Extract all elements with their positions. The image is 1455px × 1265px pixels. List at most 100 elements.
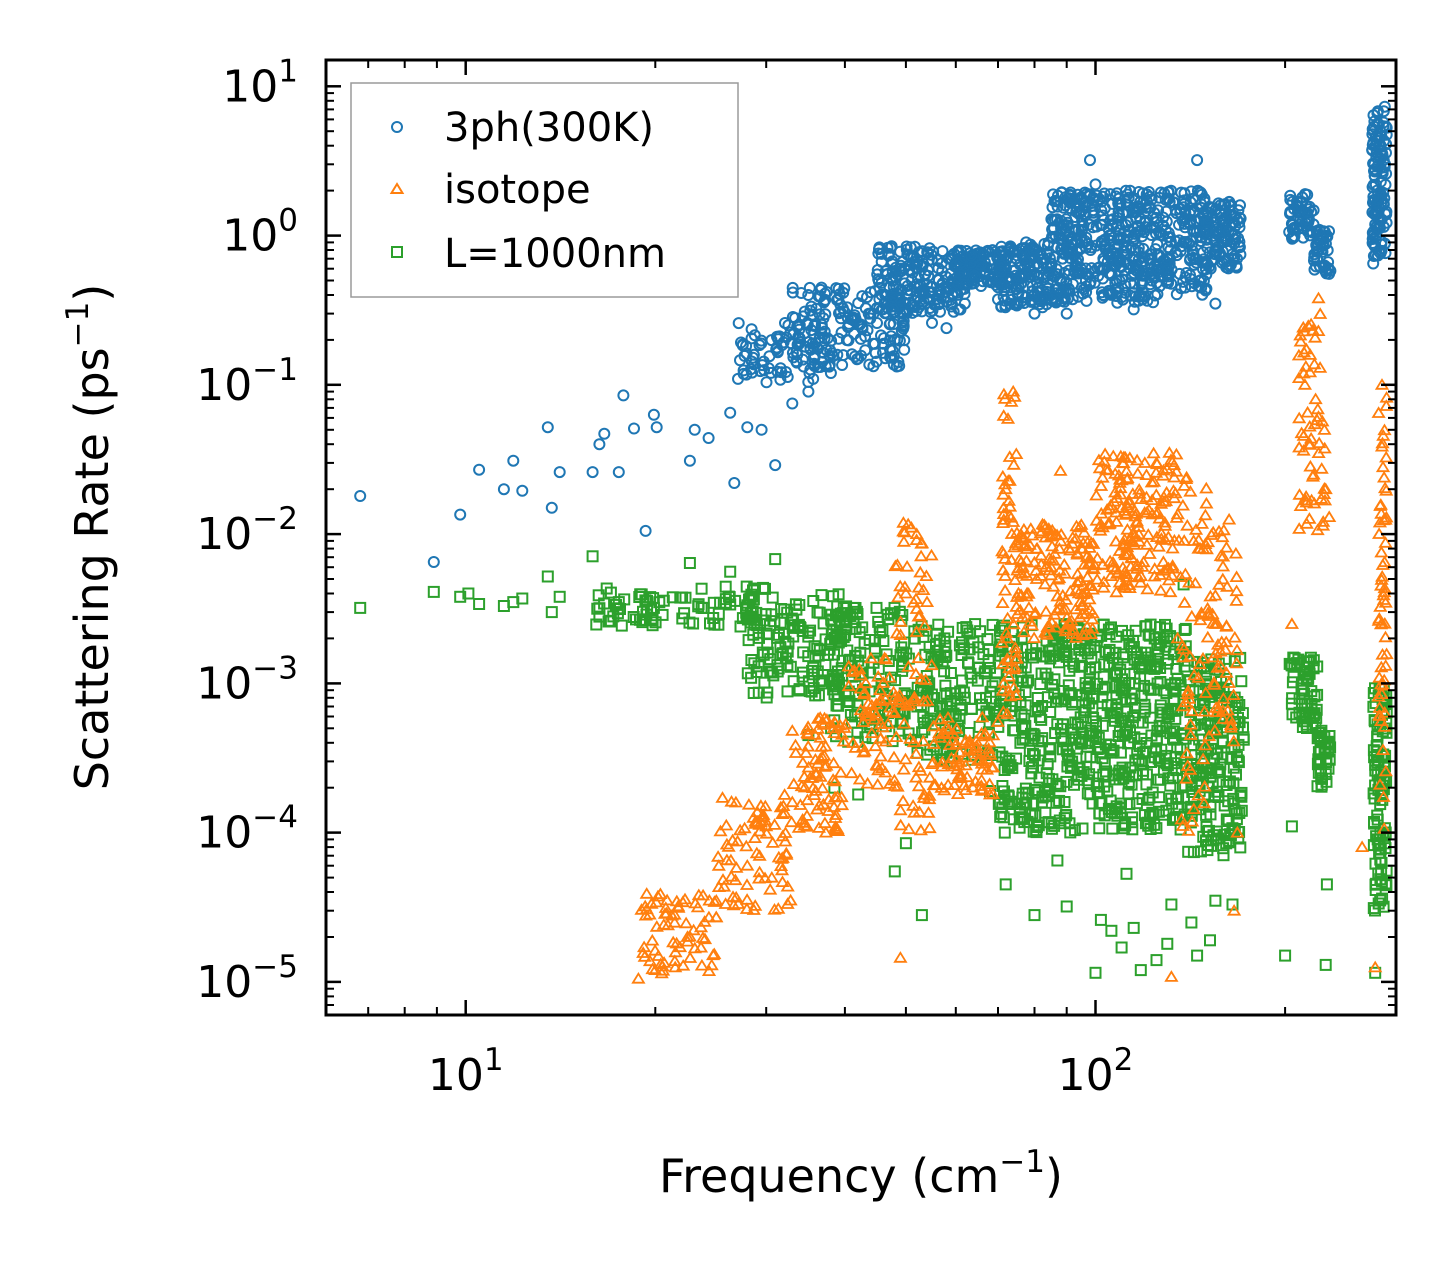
boundary-point xyxy=(1226,732,1239,745)
isotope-point xyxy=(906,694,922,707)
boundary-point xyxy=(1204,934,1216,947)
isotope-point xyxy=(1079,550,1094,562)
3ph-point xyxy=(1078,186,1091,199)
isotope-point xyxy=(1299,342,1314,355)
3ph-point xyxy=(1374,152,1387,165)
boundary-point xyxy=(1179,622,1192,635)
isotope-point xyxy=(1000,611,1015,624)
boundary-point xyxy=(683,557,696,569)
isotope-point xyxy=(1006,458,1021,470)
isotope-point xyxy=(1197,704,1212,717)
boundary-point xyxy=(1121,705,1134,718)
boundary-point xyxy=(1290,711,1303,724)
boundary-point xyxy=(1068,824,1081,837)
boundary-point xyxy=(809,689,822,702)
isotope-point xyxy=(1154,526,1169,539)
3ph-point xyxy=(852,352,865,365)
isotope-point xyxy=(1092,461,1107,474)
boundary-point xyxy=(1164,779,1177,792)
boundary-point xyxy=(832,636,845,649)
isotope-point xyxy=(1028,605,1043,618)
3ph-point xyxy=(774,373,787,386)
x-tick-label: 101 xyxy=(428,1042,504,1101)
3ph-point xyxy=(835,312,847,325)
boundary-point xyxy=(586,550,599,563)
isotope-point xyxy=(1185,814,1200,827)
isotope-point xyxy=(1301,437,1316,450)
isotope-point xyxy=(1000,652,1015,664)
isotope-point xyxy=(1216,523,1231,536)
isotope-point xyxy=(975,710,990,723)
isotope-point xyxy=(908,592,924,604)
boundary-point xyxy=(1044,742,1057,755)
isotope-point xyxy=(918,673,933,685)
3ph-point xyxy=(1311,236,1324,249)
isotope-point xyxy=(1119,567,1134,579)
isotope-point xyxy=(765,836,780,848)
boundary-point xyxy=(1015,708,1028,721)
isotope-point xyxy=(1191,671,1206,683)
boundary-point xyxy=(1370,877,1383,890)
isotope-point xyxy=(1229,643,1245,656)
3ph-point xyxy=(427,556,440,568)
legend-entry-boundary: L=1000nm xyxy=(391,231,666,277)
isotope-point xyxy=(1375,558,1390,570)
boundary-point xyxy=(986,680,999,693)
isotope-point xyxy=(1213,659,1228,672)
isotope-point xyxy=(795,812,810,825)
3ph-point xyxy=(1310,245,1323,258)
isotope-point xyxy=(1011,586,1026,599)
isotope-point xyxy=(1008,645,1023,658)
3ph-point xyxy=(1320,229,1333,242)
boundary-point xyxy=(1296,698,1309,710)
boundary-point xyxy=(793,684,806,697)
boundary-point xyxy=(802,626,815,639)
3ph-point xyxy=(545,501,558,514)
boundary-point xyxy=(635,588,648,601)
isotope-point xyxy=(867,712,882,725)
boundary-point xyxy=(1227,792,1240,805)
isotope-point xyxy=(893,951,908,963)
isotope-point xyxy=(1008,641,1023,653)
isotope-point xyxy=(739,902,755,914)
isotope-point xyxy=(1376,790,1391,802)
boundary-point xyxy=(806,664,819,677)
boundary-point xyxy=(1171,741,1184,754)
isotope-point xyxy=(995,563,1011,576)
isotope-point xyxy=(857,685,872,698)
3ph-point xyxy=(1185,214,1197,227)
boundary-point xyxy=(1178,624,1191,636)
isotope-point xyxy=(749,846,764,859)
isotope-point xyxy=(758,799,773,812)
isotope-point xyxy=(1162,446,1177,458)
boundary-point xyxy=(1302,672,1315,685)
isotope-point xyxy=(1016,625,1032,638)
3ph-point xyxy=(802,336,815,348)
3ph-point xyxy=(553,466,566,479)
3ph-point xyxy=(1379,120,1392,133)
isotope-point xyxy=(1210,637,1226,650)
isotope-point xyxy=(1226,688,1241,700)
3ph-point xyxy=(1169,204,1182,216)
isotope-point xyxy=(979,762,995,775)
3ph-point xyxy=(1087,206,1100,219)
isotope-point xyxy=(997,583,1013,596)
3ph-point xyxy=(814,283,827,296)
3ph-point xyxy=(1027,289,1040,302)
3ph-point xyxy=(872,273,885,286)
3ph-point xyxy=(903,296,916,309)
3ph-point xyxy=(1136,255,1149,268)
boundary-point xyxy=(1237,721,1249,734)
isotope-point xyxy=(1302,365,1318,378)
boundary-point xyxy=(956,674,969,687)
3ph-point xyxy=(1119,235,1132,248)
boundary-point xyxy=(869,634,882,646)
3ph-point xyxy=(786,397,799,410)
isotope-point xyxy=(997,477,1013,490)
isotope-point xyxy=(750,805,765,818)
isotope-point xyxy=(813,711,828,723)
isotope-point xyxy=(1156,463,1171,476)
3ph-point xyxy=(1106,213,1119,226)
boundary-point xyxy=(888,865,901,878)
